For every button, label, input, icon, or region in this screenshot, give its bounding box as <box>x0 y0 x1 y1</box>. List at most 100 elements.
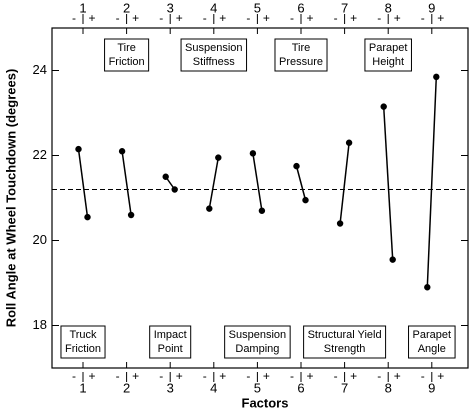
label-box <box>180 38 248 72</box>
level-label: + <box>263 11 270 25</box>
y-tick-label: 20 <box>33 232 47 247</box>
level-label: - <box>377 11 381 25</box>
x-axis-label: Factors <box>242 395 289 410</box>
factor-label-text: Truck <box>69 329 97 341</box>
level-label: + <box>306 369 313 383</box>
x-tick-label: 2 <box>123 0 130 15</box>
point <box>389 256 396 263</box>
factor-label-text: Angle <box>418 343 446 355</box>
x-tick-label: 8 <box>385 380 392 395</box>
level-label: - <box>377 369 381 383</box>
level-label: + <box>219 11 226 25</box>
point <box>249 150 257 157</box>
factor-label-text: Parapet <box>369 42 408 54</box>
level-label: + <box>394 11 401 25</box>
effect-line <box>252 153 263 211</box>
level-label: - <box>246 11 250 25</box>
point <box>215 154 222 161</box>
x-tick-label: 5 <box>254 0 261 15</box>
level-label: + <box>437 369 444 383</box>
level-label: + <box>176 11 183 25</box>
point <box>75 145 82 153</box>
point <box>336 220 344 227</box>
level-label: + <box>176 369 183 383</box>
factor-label-text: Structural Yield <box>308 329 382 341</box>
y-tick-label: 22 <box>33 147 47 162</box>
label-box <box>303 325 387 359</box>
y-axis-label: Roll Angle at Wheel Touchdown (degrees) <box>3 69 18 328</box>
factor-label-text: Impact <box>154 329 187 341</box>
level-label: - <box>203 369 207 383</box>
label-box <box>224 325 291 359</box>
level-label: - <box>203 11 207 25</box>
factor-label-text: Point <box>158 343 183 355</box>
level-label: - <box>290 11 294 25</box>
point <box>293 162 300 170</box>
x-tick-label: 3 <box>167 380 174 395</box>
factor-label: Impact Point <box>149 325 192 359</box>
level-label: + <box>219 369 226 383</box>
level-label: + <box>394 369 401 383</box>
label-box <box>274 38 328 72</box>
level-label: - <box>334 369 338 383</box>
label-box <box>60 325 106 359</box>
effect-line <box>382 106 394 260</box>
level-label: - <box>421 11 425 25</box>
x-tick-label: 1 <box>79 380 86 395</box>
factor-label-text: Height <box>372 56 404 68</box>
level-label: - <box>246 369 250 383</box>
factor-label-text: Pressure <box>279 56 323 68</box>
label-box <box>408 325 456 359</box>
point <box>118 148 126 155</box>
factor-label-text: Damping <box>235 343 279 355</box>
level-label: - <box>116 11 120 25</box>
x-tick-label: 3 <box>167 0 174 15</box>
x-tick-label: 8 <box>385 0 392 15</box>
factor-label-text: Suspension <box>185 42 243 54</box>
factor-label-text: Friction <box>109 56 145 68</box>
effect-line <box>77 149 89 218</box>
x-tick-label: 4 <box>210 0 217 15</box>
x-tick-label: 6 <box>297 380 304 395</box>
factor-label: Truck Friction <box>60 325 106 359</box>
level-label: + <box>263 369 270 383</box>
label-box <box>104 38 150 72</box>
x-tick-label: 2 <box>123 380 130 395</box>
effect-line <box>295 165 307 201</box>
level-label: + <box>350 369 357 383</box>
level-label: + <box>132 369 139 383</box>
factor-label: Parapet Height <box>364 38 412 72</box>
x-tick-label: 9 <box>428 380 435 395</box>
factor-label-text: Suspension <box>229 329 287 341</box>
factor-label: Suspension Stiffness <box>180 38 248 72</box>
point <box>424 284 431 291</box>
level-label: - <box>72 11 76 25</box>
y-tick-label: 18 <box>33 317 47 332</box>
level-label: - <box>290 369 294 383</box>
factor-label: Suspension Damping <box>224 325 291 359</box>
x-tick-label: 9 <box>428 0 435 15</box>
factor-label-text: Tire <box>292 42 311 54</box>
factor-label-text: Stiffness <box>193 56 235 68</box>
label-box <box>364 38 412 72</box>
effect-line <box>208 157 220 209</box>
x-tick-label: 4 <box>210 380 217 395</box>
label-box <box>149 325 192 359</box>
factor-label: Tire Pressure <box>274 38 328 72</box>
factor-label: Structural Yield Strength <box>303 325 387 359</box>
effect-line <box>121 151 132 216</box>
x-tick-label: 7 <box>341 0 348 15</box>
point <box>171 186 178 193</box>
point <box>127 211 135 219</box>
level-label: - <box>72 369 76 383</box>
point <box>206 205 213 212</box>
level-label: - <box>116 369 120 383</box>
plot-frame <box>51 27 469 369</box>
level-label: - <box>421 369 425 383</box>
point <box>84 213 91 221</box>
point <box>258 207 266 214</box>
level-label: + <box>88 369 95 383</box>
factor-label-text: Tire <box>117 42 136 54</box>
effect-line <box>339 142 350 224</box>
